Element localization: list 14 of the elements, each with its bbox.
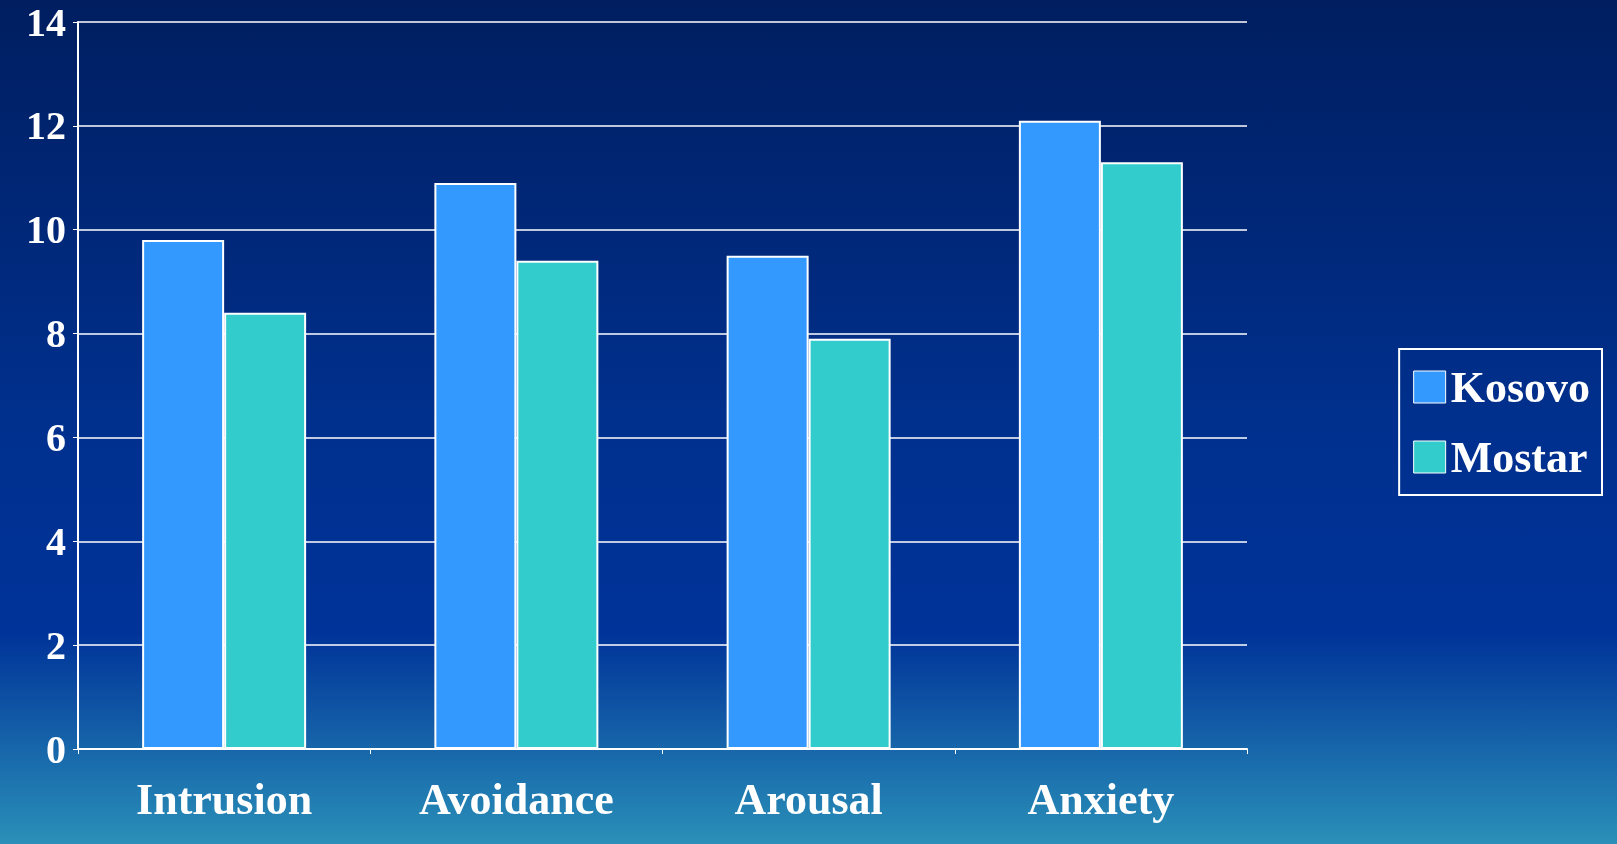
x-tick-label: Arousal (734, 774, 883, 824)
x-tick-label: Avoidance (419, 774, 614, 824)
y-tick-label: 10 (26, 207, 66, 253)
y-tick-label: 4 (46, 518, 66, 564)
x-tick-label: Anxiety (1027, 774, 1175, 824)
y-tick-label: 8 (46, 311, 66, 357)
y-tick-label: 2 (46, 622, 66, 668)
x-tick-label: Intrusion (136, 774, 313, 824)
legend-label: Mostar (1450, 432, 1588, 482)
y-tick-label: 12 (26, 103, 66, 149)
y-tick-label: 14 (26, 0, 66, 45)
y-tick-label: 0 (46, 726, 66, 772)
legend-label: Kosovo (1450, 362, 1591, 412)
y-tick-label: 6 (46, 414, 66, 460)
